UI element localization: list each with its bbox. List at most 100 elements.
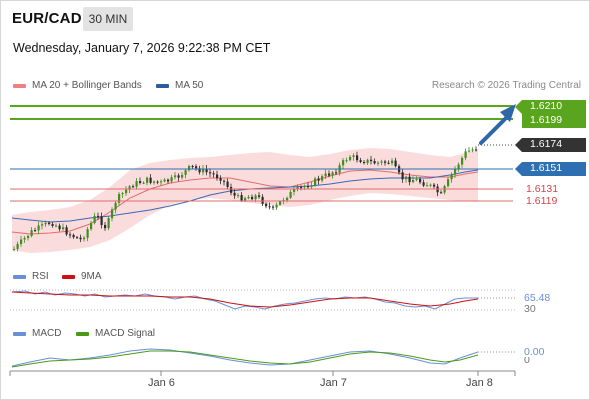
candle-body (471, 149, 474, 151)
candle-body (191, 165, 194, 167)
candle-body (475, 149, 478, 151)
candle-body (345, 160, 348, 162)
legend-ma50: MA 50 (156, 80, 203, 91)
candle-body (321, 176, 324, 181)
candle-body (457, 164, 460, 169)
candle-body (48, 222, 51, 225)
candle-body (415, 179, 418, 181)
candle-body (90, 223, 93, 230)
candle-body (468, 150, 471, 152)
research-credit: Research © 2026 Trading Central (431, 80, 581, 91)
candle-body (167, 179, 170, 182)
timeframe-button[interactable]: 30 MIN (83, 7, 133, 31)
candle-body (352, 155, 355, 157)
candle-body (356, 155, 359, 161)
candle-body (195, 166, 198, 169)
candle-body (335, 172, 338, 174)
candle-body (342, 160, 345, 166)
legend-macd: MACD (13, 328, 61, 339)
rsi-lower-tick: 30 (524, 305, 536, 313)
timestamp: Wednesday, January 7, 2026 9:22:38 PM CE… (13, 41, 271, 55)
candle-body (160, 181, 163, 183)
candle-body (212, 173, 215, 175)
legend-rsi-label: RSI (32, 271, 49, 282)
macd-value: 0.00 (524, 346, 545, 358)
candle-body (153, 181, 156, 183)
ma50-swatch (156, 83, 169, 88)
candle-body (142, 182, 145, 184)
candle-body (401, 172, 404, 180)
candle-body (422, 182, 425, 186)
current-price-tag: 1.6174 (522, 138, 586, 152)
candle-body (268, 206, 271, 208)
candle-body (384, 161, 387, 163)
forecast-arrow (479, 104, 516, 145)
pivot-tag-pointer (515, 162, 522, 176)
candle-body (177, 175, 180, 178)
macd-swatch (13, 331, 26, 336)
candle-body (181, 174, 184, 178)
candle-body (156, 181, 159, 183)
candle-body (331, 172, 334, 176)
candle-body (286, 197, 289, 201)
candle-body (198, 168, 201, 173)
legend-macd-signal: MACD Signal (76, 328, 155, 339)
candle-body (370, 159, 373, 162)
candle-body (216, 174, 219, 179)
candle-body (69, 234, 72, 236)
candle-body (170, 177, 173, 182)
candle-body (23, 237, 26, 240)
r2-tag: 1.6210 (522, 100, 586, 114)
candle-body (461, 157, 464, 165)
candle-body (83, 237, 86, 240)
candle-body (100, 216, 103, 225)
candle-body (450, 174, 453, 180)
rsi-ma-swatch (62, 274, 75, 279)
bollinger-swatch (13, 83, 26, 88)
candle-body (419, 179, 422, 183)
current-tag-pointer (515, 138, 522, 152)
candle-body (226, 181, 229, 187)
candle-body (104, 224, 107, 229)
candle-body (174, 175, 177, 178)
candle-body (373, 161, 376, 164)
candle-body (121, 193, 124, 195)
candle-body (307, 186, 310, 188)
r1-tag: 1.6199 (522, 114, 586, 128)
macd-signal-swatch (76, 331, 89, 336)
r2-tag-pointer (515, 100, 522, 114)
candle-body (447, 179, 450, 187)
legend-macd-label: MACD (32, 328, 62, 339)
candle-body (296, 187, 299, 190)
x-label-jan6: Jan 6 (148, 377, 175, 389)
candle-body (163, 179, 166, 182)
candle-body (86, 229, 89, 238)
support-2-label: 1.6119 (526, 195, 558, 207)
candle-body (405, 176, 408, 180)
candle-body (272, 206, 275, 208)
candle-body (97, 215, 100, 217)
candle-body (377, 162, 380, 164)
candle-body (209, 172, 212, 174)
candle-body (244, 198, 247, 201)
candle-body (394, 160, 397, 167)
x-label-jan7: Jan 7 (320, 377, 347, 389)
candle-body (65, 227, 68, 235)
candle-body (230, 186, 233, 193)
candle-body (349, 156, 352, 161)
candle-body (380, 161, 383, 163)
candle-body (58, 225, 61, 230)
candle-body (240, 195, 243, 201)
candle-body (202, 168, 205, 173)
candle-body (366, 159, 369, 163)
candle-body (76, 237, 79, 239)
candle-body (27, 235, 30, 238)
candle-body (265, 203, 268, 207)
candle-body (30, 230, 33, 236)
candle-body (303, 186, 306, 188)
candle-body (55, 225, 58, 227)
candle-body (324, 173, 327, 177)
support-1-label: 1.6131 (526, 183, 559, 195)
candle-body (51, 224, 54, 226)
macd-line (11, 348, 479, 367)
